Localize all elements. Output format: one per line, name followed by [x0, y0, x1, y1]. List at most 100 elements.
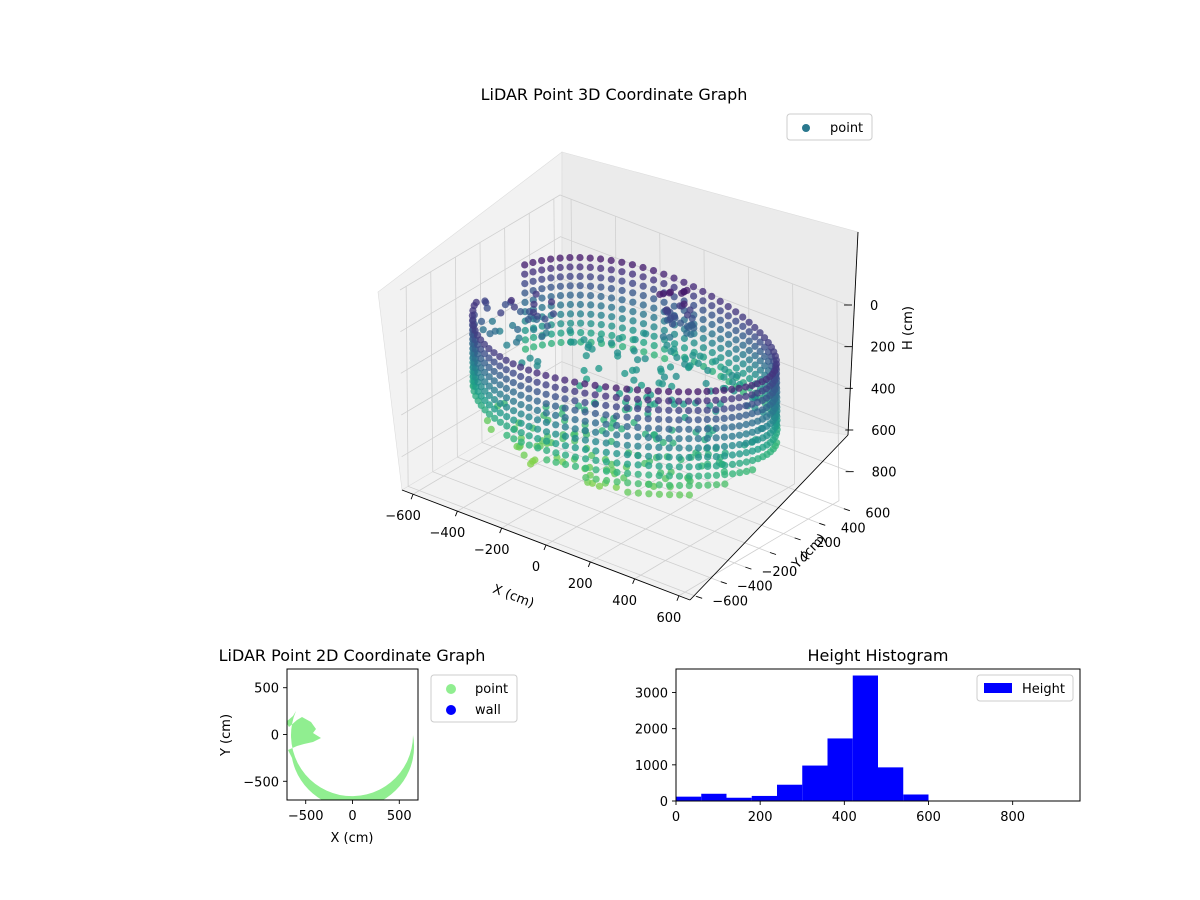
point-marker-3d	[485, 363, 493, 371]
point-marker-3d	[690, 292, 698, 300]
point-marker-3d	[509, 360, 517, 368]
point-marker-3d	[644, 387, 652, 395]
point-marker-3d	[510, 435, 518, 443]
point-marker-3d	[703, 425, 712, 433]
point-marker-3d	[739, 313, 747, 321]
point-marker-3d	[562, 460, 570, 469]
point-marker-3d	[689, 351, 697, 359]
y-axis-line	[689, 434, 849, 601]
point-marker-3d	[735, 403, 743, 411]
point-marker-3d	[665, 472, 674, 480]
point-marker-3d	[481, 359, 489, 367]
point-marker-3d	[510, 416, 518, 424]
point-marker-3d	[529, 258, 537, 267]
hist-x-tick-label: 600	[916, 810, 941, 825]
point-marker-3d	[503, 431, 511, 439]
point-marker-3d	[501, 301, 509, 309]
z-tick-label-3d: 400	[871, 382, 896, 397]
point-marker-3d	[533, 397, 541, 405]
point-marker-3d	[538, 257, 546, 265]
point-marker-3d	[642, 330, 650, 338]
point-marker-3d	[633, 386, 642, 394]
point-marker-3d	[629, 308, 637, 316]
point-marker-3d	[602, 458, 611, 466]
point-marker-3d	[595, 482, 604, 490]
point-marker-3d	[587, 320, 595, 328]
point-marker-3d	[581, 389, 589, 397]
histogram-bar	[827, 738, 853, 801]
point-marker-3d	[607, 266, 615, 274]
hist-y-tick-label: 2000	[635, 723, 668, 738]
point-marker-3d	[634, 442, 642, 450]
point-marker-3d	[645, 462, 653, 470]
point-marker-3d	[576, 291, 584, 299]
point-marker-3d	[685, 444, 693, 452]
y-tick-label-2d: −500	[243, 775, 279, 790]
point-marker-3d	[640, 348, 648, 356]
point-marker-3d	[556, 263, 564, 272]
point-marker-3d	[517, 363, 525, 371]
y-tick-3d	[769, 552, 777, 555]
point-marker-3d	[645, 490, 653, 498]
point-marker-3d	[521, 336, 530, 344]
z-axis-line	[847, 231, 859, 436]
point-marker-3d	[680, 288, 688, 296]
point-marker-3d	[533, 406, 542, 414]
point-marker-3d	[660, 280, 668, 288]
point-marker-3d	[517, 401, 525, 409]
point-marker-3d	[650, 295, 658, 303]
z-tick-label-3d: 800	[872, 466, 897, 481]
point-marker-3d	[699, 297, 707, 305]
point-marker-3d	[509, 397, 518, 405]
point-marker-3d	[699, 316, 707, 324]
point-marker-3d	[612, 483, 620, 491]
point-marker-3d	[533, 416, 542, 424]
point-marker-3d	[683, 329, 691, 337]
point-marker-3d	[490, 386, 498, 394]
point-marker-3d	[630, 347, 638, 355]
point-marker-3d	[675, 463, 684, 471]
point-marker-3d	[586, 273, 595, 281]
point-marker-3d	[543, 456, 551, 464]
point-marker-3d	[581, 445, 590, 454]
point-marker-3d	[503, 413, 511, 421]
point-marker-3d	[735, 422, 744, 430]
point-marker-3d	[538, 275, 546, 283]
point-marker-3d	[496, 418, 504, 426]
point-marker-3d	[582, 474, 590, 482]
point-marker-3d	[655, 490, 664, 498]
point-marker-3d	[634, 470, 642, 478]
y-axis-label-2d: Y (cm)	[219, 714, 234, 757]
point-marker-3d	[668, 382, 676, 390]
point-marker-3d	[509, 388, 517, 396]
point-marker-3d	[736, 450, 744, 458]
point-marker-3d	[624, 479, 632, 487]
point-marker-3d	[538, 341, 547, 349]
point-marker-3d	[520, 451, 528, 459]
grid-line-x	[634, 283, 796, 580]
point-marker-3d	[628, 261, 637, 269]
point-marker-3d	[751, 370, 759, 378]
point-marker-3d	[716, 307, 724, 315]
ticks-2d: −500 0 500 500 0 −500	[243, 682, 411, 824]
point-marker-3d	[525, 413, 533, 421]
point-marker-3d	[721, 471, 729, 479]
point-marker-3d	[634, 489, 643, 497]
point-marker-3d	[754, 408, 762, 416]
point-marker-3d	[591, 409, 600, 418]
point-marker-3d	[729, 378, 737, 386]
point-disc-2d	[287, 711, 415, 800]
point-marker-3d	[634, 423, 642, 431]
chart-2d-title: LiDAR Point 2D Coordinate Graph	[219, 646, 486, 665]
point-marker-3d	[721, 452, 729, 460]
histogram-bar	[878, 767, 904, 801]
histogram-frame	[675, 668, 1081, 802]
point-marker-3d	[552, 440, 560, 448]
x-tick-3d	[632, 578, 636, 585]
point-marker-3d	[655, 425, 663, 433]
point-marker-3d	[644, 396, 652, 404]
point-marker-3d	[479, 326, 487, 334]
point-marker-3d	[629, 289, 637, 297]
x-tick-3d	[543, 544, 547, 551]
point-marker-3d	[732, 308, 740, 316]
